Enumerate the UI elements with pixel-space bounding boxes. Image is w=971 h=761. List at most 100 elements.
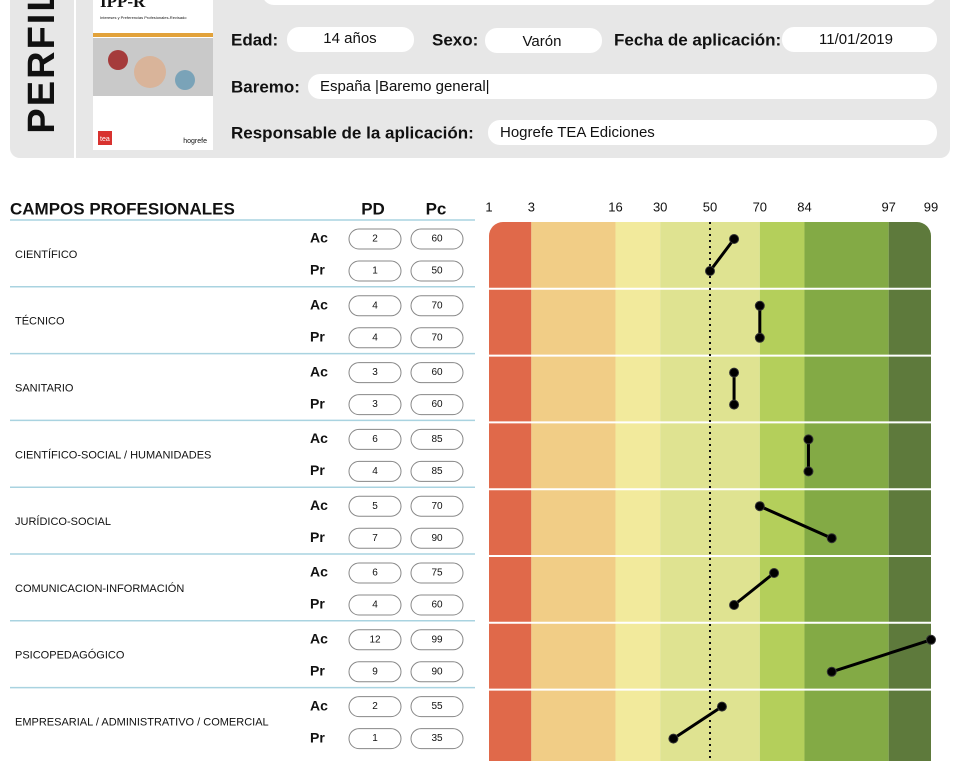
scale-tick-label: 97 [881, 199, 895, 214]
score-box [348, 460, 402, 482]
pd-value: 6 [372, 434, 378, 445]
pc-value: 50 [431, 266, 443, 277]
profile-connector [831, 638, 932, 674]
field-name: JURÍDICO-SOCIAL [15, 515, 111, 528]
scale-band [489, 222, 532, 761]
cover-stripe [93, 33, 213, 37]
score-box [348, 362, 402, 384]
score-box [410, 428, 464, 450]
pd-value: 6 [372, 568, 378, 579]
field-value: Varón [523, 33, 562, 50]
score-box [410, 527, 464, 549]
pd-value: 4 [372, 300, 378, 311]
profile-point [803, 434, 814, 445]
cover-subtitle: Intereses y Preferencias Profesionales-R… [100, 15, 187, 20]
score-box [348, 696, 402, 718]
cover-brand: tea [100, 136, 110, 143]
field-label: Responsable de la aplicación: [231, 123, 474, 142]
profile-point [826, 533, 837, 544]
field-value: 14 años [323, 30, 376, 47]
row-label: Pr [310, 395, 325, 411]
input-field [308, 74, 937, 99]
profile-point [729, 600, 740, 610]
pd-value: 7 [372, 533, 378, 544]
profile-point [729, 367, 740, 378]
profile-connector [708, 238, 736, 272]
input-field [264, 0, 935, 5]
scale-band [888, 222, 931, 761]
panel-title: PERFIL [21, 0, 63, 134]
row-label: Ac [310, 631, 328, 647]
pc-value: 90 [431, 533, 443, 544]
field-value: España |Baremo general| [320, 78, 490, 95]
score-box [348, 629, 402, 651]
row-label: Ac [310, 230, 328, 246]
score-box [410, 629, 464, 651]
scale-band [710, 222, 760, 761]
pd-value: 3 [372, 367, 378, 378]
cover-title: IPP-R [100, 0, 146, 11]
row-label: Pr [310, 663, 325, 679]
score-box [410, 460, 464, 482]
field-label: Sexo: [432, 30, 478, 49]
pd-value: 4 [372, 332, 378, 343]
pc-value: 60 [431, 399, 443, 410]
pc-value: 75 [431, 568, 443, 579]
field-value: 11/01/2019 [819, 31, 893, 48]
column-header: PD [361, 199, 385, 218]
pc-value: 70 [431, 300, 443, 311]
profile-connector [733, 571, 776, 607]
field-value: Hogrefe TEA Ediciones [500, 124, 655, 141]
field-name: CIENTÍFICO [15, 248, 78, 261]
pd-value: 12 [369, 634, 381, 645]
score-box [348, 527, 402, 549]
pd-value: 9 [372, 666, 378, 677]
field-name: EMPRESARIAL / ADMINISTRATIVO / COMERCIAL [15, 717, 269, 729]
pc-value: 55 [431, 701, 443, 712]
pd-value: 1 [372, 266, 378, 277]
input-field [488, 120, 937, 145]
field-name: SANITARIO [15, 383, 74, 395]
pd-value: 4 [372, 600, 378, 611]
row-label: Ac [310, 697, 328, 713]
scale-tick-label: 70 [753, 199, 767, 214]
scale-tick-label: 50 [703, 199, 717, 214]
row-label: Ac [310, 363, 328, 379]
pc-value: 85 [431, 434, 443, 445]
scale-tick-label: 84 [797, 199, 811, 214]
field-name: COMUNICACION-INFORMACIÓN [15, 582, 184, 595]
pd-value: 1 [372, 733, 378, 744]
section-title: CAMPOS PROFESIONALES [10, 199, 235, 218]
score-box [348, 728, 402, 750]
scale-band [531, 222, 616, 761]
profile-point [716, 701, 727, 712]
column-header: Pc [426, 199, 447, 218]
profile-point [668, 733, 679, 744]
score-box [410, 228, 464, 250]
row-label: Pr [310, 596, 325, 612]
field-name: TÉCNICO [15, 315, 65, 328]
pd-value: 5 [372, 501, 378, 512]
scale-tick-label: 1 [485, 199, 492, 214]
row-label: Pr [310, 462, 325, 478]
row-label: Ac [310, 497, 328, 513]
scale-band [615, 222, 661, 761]
pd-value: 4 [372, 466, 378, 477]
profile-connector [672, 705, 723, 740]
row-label: Ac [310, 564, 328, 580]
cover-icon [175, 70, 195, 90]
score-box [410, 728, 464, 750]
scale-tick-label: 99 [924, 199, 938, 214]
score-box [410, 562, 464, 584]
score-box [348, 428, 402, 450]
score-box [348, 295, 402, 317]
score-box [410, 362, 464, 384]
profile-point [803, 466, 814, 477]
score-box [410, 594, 464, 616]
field-name: CIENTÍFICO-SOCIAL / HUMANIDADES [15, 448, 211, 461]
pc-value: 60 [431, 234, 443, 245]
field-label: Edad: [231, 30, 278, 49]
input-field [287, 27, 414, 52]
header-panel: PERFIL IPP-R Intereses y Preferencias Pr… [10, 0, 950, 158]
score-box [410, 295, 464, 317]
